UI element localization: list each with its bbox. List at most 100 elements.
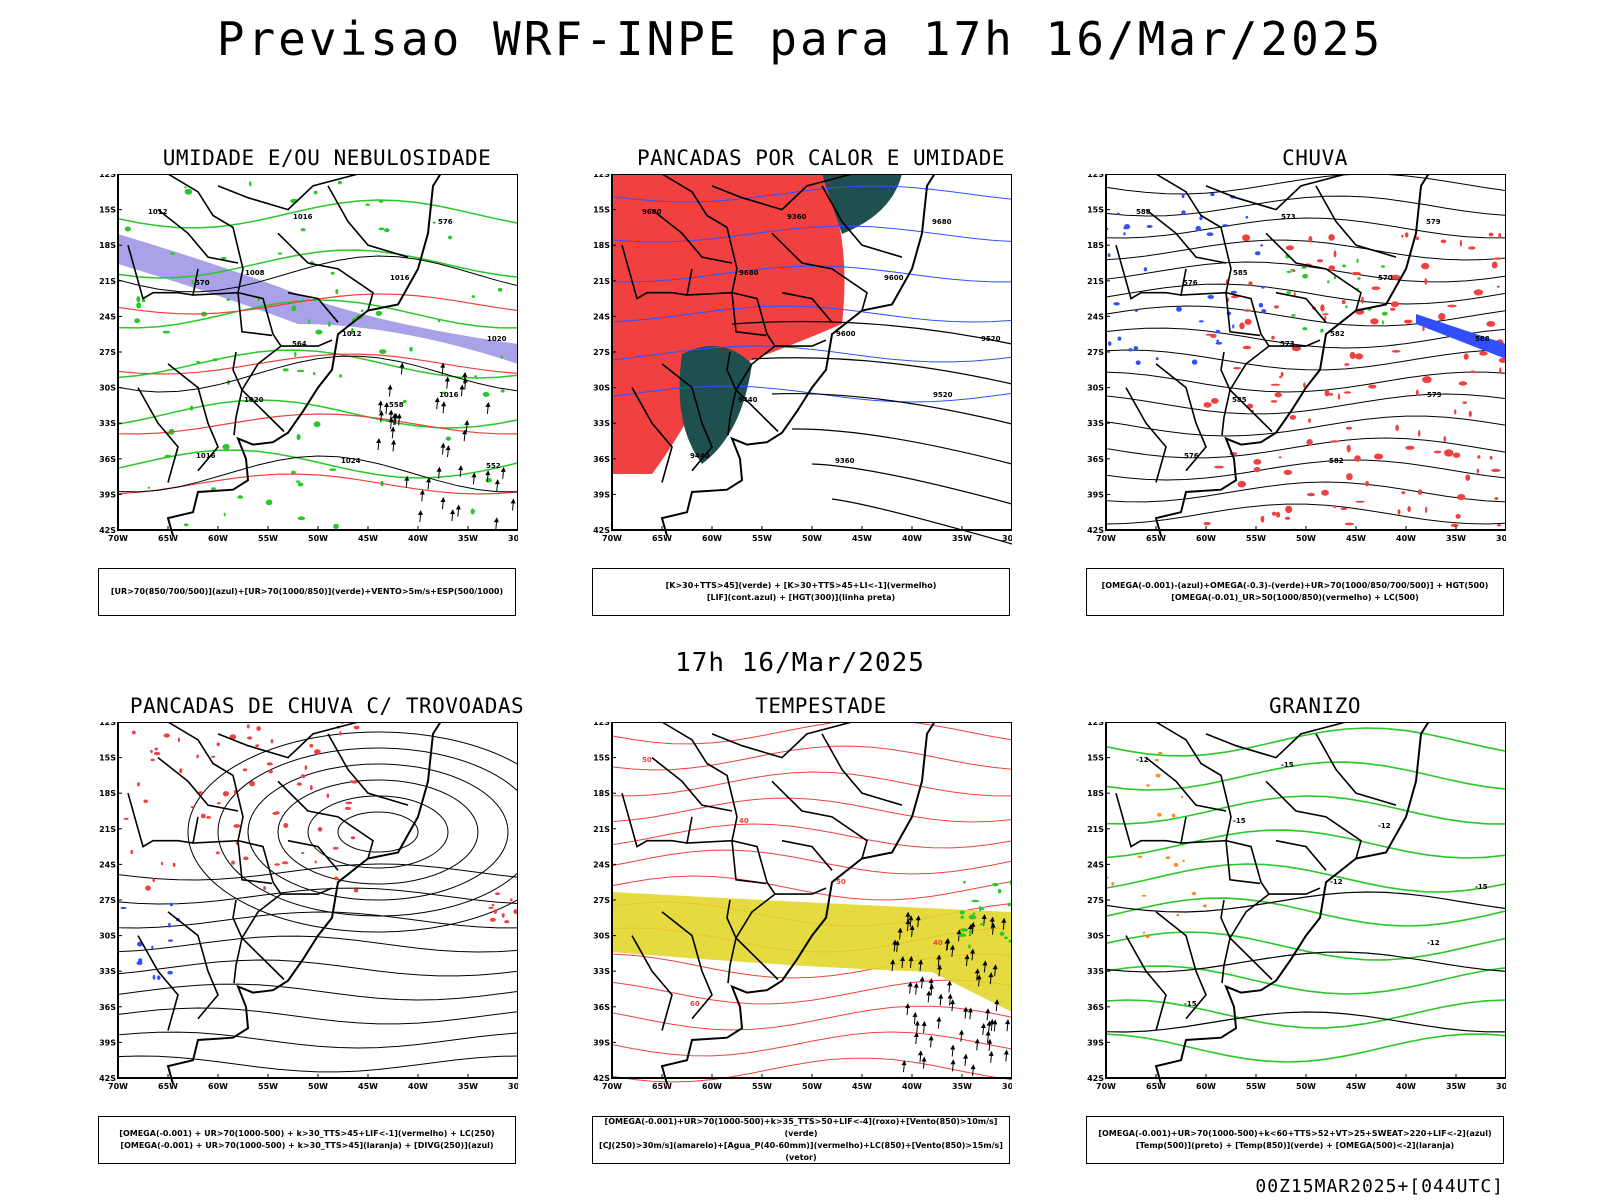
lon-label: 45W [1346,534,1366,543]
streamline [1105,239,1506,261]
rain-blue-cell [1232,324,1235,329]
lon-label: 50W [802,1082,822,1091]
pressure-contour [117,255,518,293]
storm-red-cell [231,860,235,865]
rain-red-cell [1322,313,1329,316]
wind-vector-head [970,1064,976,1070]
border-line [127,244,194,300]
coastline [166,722,442,1085]
green-moisture-cell [378,199,384,203]
border-line [1269,887,1321,895]
green-moisture-cell [296,434,301,440]
wind-vector-head [909,924,915,930]
wind-vector-head [449,509,455,515]
wind-green-area [979,923,985,926]
green-moisture-cell [220,257,227,260]
rain-red-cell [1401,491,1406,495]
wind-vector-head [434,397,440,403]
border-line [1205,722,1347,759]
rain-red-cell [1391,274,1401,280]
wind-vector-head [987,1038,993,1044]
lat-label: 33S [593,419,610,428]
lon-label: 65W [158,1082,178,1091]
storm-red-cell [314,749,321,755]
panel-legend: [OMEGA(-0.001)-(azul)+OMEGA(-0.3)-(verde… [1086,568,1504,616]
rain-red-cell [1389,307,1396,311]
contour-label: 9360 [787,213,807,221]
lif-blue-contour [611,385,1012,403]
wind-vector-head [926,990,932,996]
panel-title: PANCADAS DE CHUVA C/ TROVOADAS [129,694,525,718]
rain-green-cell [1357,277,1361,280]
lon-label: 65W [158,534,178,543]
green-moisture-cell [378,227,385,231]
storm-blue-cell [168,922,171,928]
wind-vector-head [986,1020,992,1026]
contour-label: 570 [195,279,210,287]
green-moisture-cell [141,299,146,303]
hail-orange-cell [1191,891,1197,896]
green-moisture-cell [191,279,194,285]
rain-red-cell [1239,322,1245,330]
lon-label: 40W [902,1082,922,1091]
green-moisture-cell [360,309,364,313]
storm-blue-cell [169,902,174,907]
rain-blue-band [1416,314,1506,359]
lon-label: 40W [408,1082,428,1091]
rain-blue-cell [1198,320,1204,323]
green-moisture-cell [485,478,492,483]
green-moisture-cell [237,495,243,499]
rain-red-cell [1242,345,1251,350]
rain-blue-cell [1261,309,1267,314]
hail-orange-cell [1145,935,1150,939]
lon-label: 40W [1396,534,1416,543]
main-title: Previsao WRF-INPE para 17h 16/Mar/2025 [216,12,1384,66]
storm-red-cell [353,725,360,730]
water-red-contour [611,979,1012,1005]
lon-label: 35W [1446,1082,1466,1091]
rain-blue-cell [1254,251,1261,256]
rain-red-cell [1499,367,1502,375]
wind-vector-head [914,1020,920,1026]
rain-red-cell [1390,301,1399,308]
rain-red-cell [1344,522,1355,526]
rain-blue-cell [1245,215,1249,219]
rain-blue-cell [1155,357,1159,361]
rain-blue-cell [1181,193,1185,199]
water-red-contour [611,745,1012,771]
temp850-green-contour [1105,897,1506,927]
border-line [1125,935,1167,1031]
wind-vector-head [950,1059,956,1065]
storm-blue-cell [167,970,173,975]
rain-red-cell [1276,511,1281,518]
streamline [1105,327,1506,349]
rain-green-cell [1381,320,1384,325]
border-line [1315,733,1397,806]
lat-label: 33S [593,967,610,976]
plot-background [1106,722,1506,1078]
contour-label: 1012 [148,208,168,216]
rain-red-cell [1496,285,1500,288]
green-moisture-cell [297,482,304,487]
streamline [1105,174,1506,195]
water-red-contour [611,771,1012,797]
rain-red-cell [1321,489,1329,496]
border-line [167,722,285,981]
storm-blue-cell [138,958,143,963]
storm-red-cell [255,744,260,747]
storm-red-cell [154,747,159,751]
temp850-green-contour [1105,863,1506,893]
lon-label: 55W [258,534,278,543]
wind-vector-head [919,976,925,982]
rain-red-cell [1422,376,1432,384]
thickness-red-dashed [117,293,518,315]
lat-label: 27S [593,348,610,357]
green-moisture-cell [448,235,453,240]
lif-blue-contour [611,265,1012,283]
rain-red-cell [1343,391,1352,394]
storm-red-cell-east [504,920,510,924]
rain-red-cell [1433,450,1442,454]
wind-vector-head [404,475,410,481]
lat-label: 24S [1087,860,1104,869]
rain-blue-cell [1134,309,1138,312]
